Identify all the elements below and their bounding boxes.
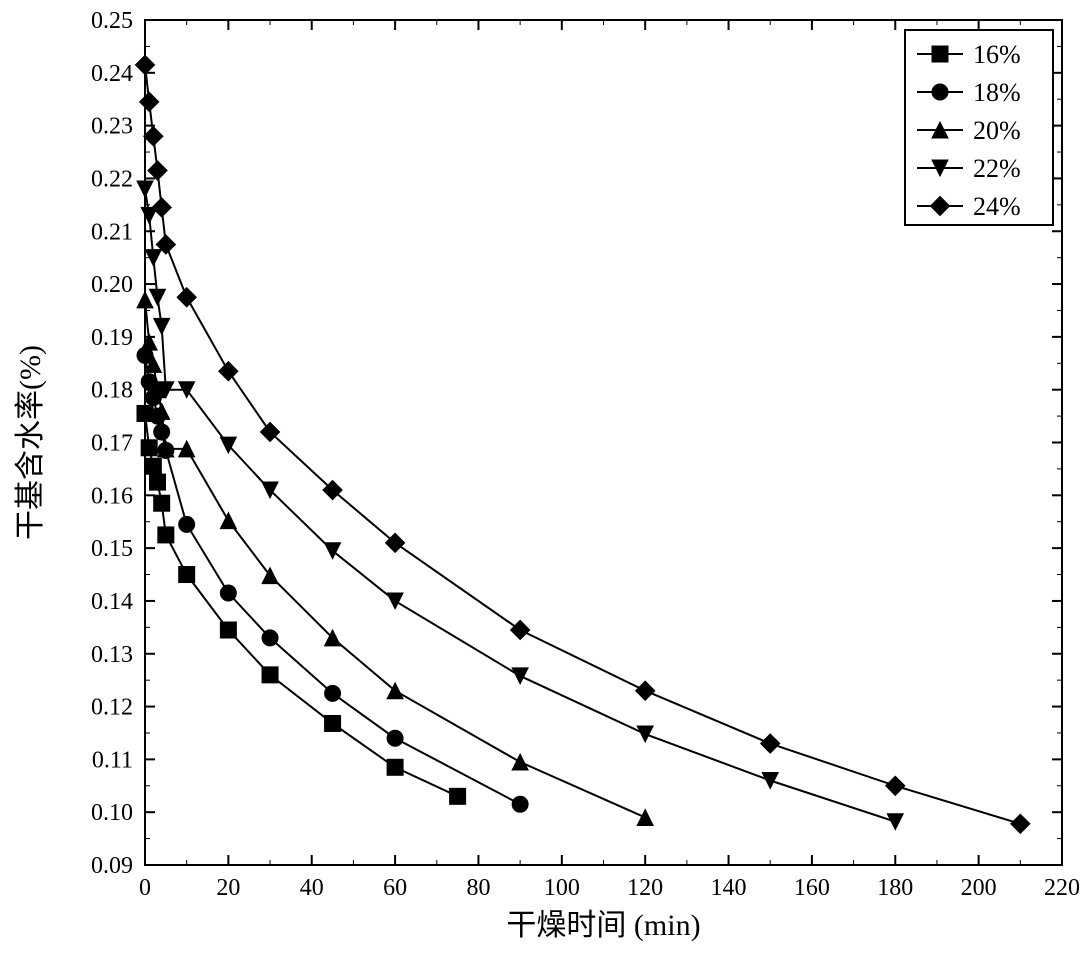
x-tick-label: 140 xyxy=(711,875,747,901)
y-tick-label: 0.18 xyxy=(91,378,133,404)
y-tick-label: 0.19 xyxy=(91,325,133,351)
x-tick-label: 80 xyxy=(466,875,490,901)
chart-container: 0 20 40 60 80 100 120 140 160 180 200 220 0.09 0.10 0.… xyxy=(0,0,1092,963)
y-tick-label: 0.25 xyxy=(91,8,133,34)
x-tick-label: 0 xyxy=(139,875,151,901)
y-tick-label: 0.10 xyxy=(91,800,133,826)
y-tick-label: 0.21 xyxy=(91,219,133,245)
x-axis-label: 干燥时间 (min) xyxy=(506,909,700,942)
x-tick-label: 20 xyxy=(216,875,240,901)
x-tick-label: 120 xyxy=(627,875,663,901)
x-tick-label: 40 xyxy=(300,875,324,901)
y-tick-label: 0.17 xyxy=(91,431,133,457)
legend-label: 20% xyxy=(973,116,1021,145)
series-18pct xyxy=(137,347,528,812)
y-tick-label: 0.14 xyxy=(91,589,133,615)
y-tick-label: 0.15 xyxy=(91,536,133,562)
series-16pct xyxy=(137,405,466,804)
y-tick-label: 0.20 xyxy=(91,272,133,298)
y-tick-label: 0.13 xyxy=(91,642,133,668)
y-tick-label: 0.12 xyxy=(91,695,133,721)
series-group xyxy=(135,55,1030,833)
series-24pct xyxy=(135,55,1030,833)
legend-label: 22% xyxy=(973,154,1021,183)
legend-label: 18% xyxy=(973,78,1021,107)
y-tick-label: 0.22 xyxy=(91,166,133,192)
y-tick-label: 0.11 xyxy=(92,747,133,773)
legend-label: 16% xyxy=(973,40,1021,69)
legend: 16% 18% 20% 22% 24% xyxy=(905,30,1053,225)
x-tick-label: 60 xyxy=(383,875,407,901)
y-axis-label: 干基含水率(%) xyxy=(14,345,47,540)
y-tick-label: 0.23 xyxy=(91,114,133,140)
x-tick-label: 160 xyxy=(794,875,830,901)
x-tick-label: 100 xyxy=(544,875,580,901)
y-tick-label: 0.09 xyxy=(91,853,133,879)
x-tick-label: 180 xyxy=(877,875,913,901)
x-tick-label: 200 xyxy=(961,875,997,901)
y-tick-label: 0.24 xyxy=(91,61,133,87)
legend-label: 24% xyxy=(973,192,1021,221)
chart-svg: 0 20 40 60 80 100 120 140 160 180 200 220 0.09 0.10 0.… xyxy=(0,0,1092,963)
series-22pct xyxy=(137,181,903,830)
y-tick-label: 0.16 xyxy=(91,483,133,509)
x-tick-label: 220 xyxy=(1044,875,1080,901)
